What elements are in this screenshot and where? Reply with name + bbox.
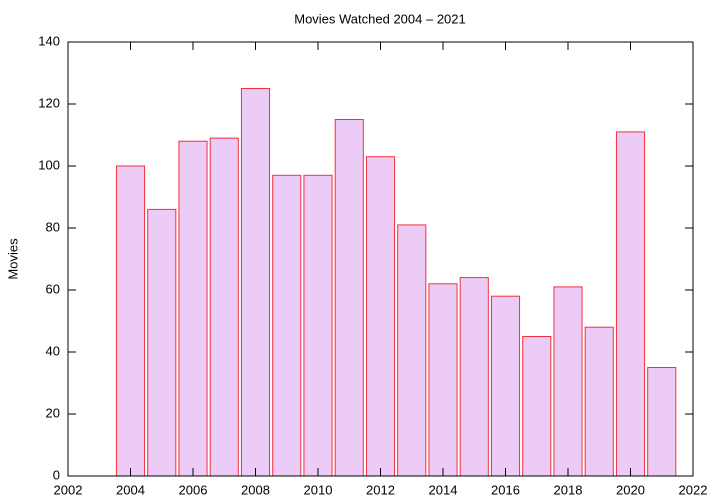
- bar: [522, 336, 552, 477]
- x-tick-label: 2014: [429, 482, 458, 497]
- bar: [147, 208, 177, 477]
- y-axis-label: Movies: [5, 238, 20, 280]
- bar: [178, 140, 208, 477]
- y-tick-label: 20: [46, 405, 60, 420]
- y-tick-label: 0: [53, 467, 60, 482]
- plot-border: [67, 41, 694, 477]
- y-tick-label: 60: [46, 281, 60, 296]
- x-tick-label: 2018: [554, 482, 583, 497]
- bar: [303, 174, 333, 477]
- y-tick-label: 40: [46, 343, 60, 358]
- x-tick-label: 2010: [304, 482, 333, 497]
- bar: [553, 286, 583, 477]
- bar: [272, 174, 302, 477]
- bar: [490, 295, 521, 477]
- y-tick-label: 120: [38, 95, 60, 110]
- y-tick-label: 100: [38, 157, 60, 172]
- chart-title: Movies Watched 2004 – 2021: [294, 11, 466, 26]
- bar: [397, 224, 427, 477]
- x-tick-label: 2016: [491, 482, 520, 497]
- bar: [459, 277, 489, 477]
- bar: [647, 367, 677, 477]
- x-tick-label: 2012: [366, 482, 395, 497]
- x-tick-label: 2022: [679, 482, 708, 497]
- x-tick-label: 2020: [616, 482, 645, 497]
- y-tick-label: 140: [38, 33, 60, 48]
- bar: [365, 156, 396, 477]
- bar: [584, 326, 614, 477]
- bar: [428, 283, 458, 477]
- x-tick-label: 2002: [54, 482, 83, 497]
- y-tick-label: 80: [46, 219, 60, 234]
- x-tick-label: 2006: [179, 482, 208, 497]
- bar: [334, 119, 364, 477]
- x-tick-label: 2004: [116, 482, 145, 497]
- x-tick-label: 2008: [241, 482, 270, 497]
- bar: [240, 88, 271, 477]
- bar: [209, 137, 239, 477]
- bar: [615, 131, 646, 477]
- bar: [115, 165, 146, 477]
